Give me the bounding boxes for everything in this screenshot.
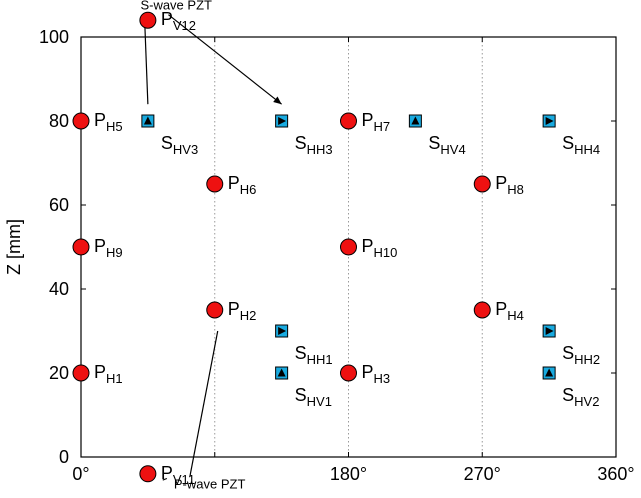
x-tick-label: 270° xyxy=(464,464,501,484)
annotation-line xyxy=(189,330,219,477)
annotation-line xyxy=(162,477,168,481)
y-tick-labels: 0 20 40 60 80 100 xyxy=(39,27,69,467)
y-tick-label: 0 xyxy=(59,447,69,467)
sensor-label: PH10 xyxy=(362,236,398,260)
x-tick-label: 360° xyxy=(597,464,634,484)
annotation-lines: S-wave PZT P-wave PZT xyxy=(140,0,282,492)
p-wave-sensor-marker xyxy=(139,465,157,483)
p-wave-sensor-marker xyxy=(206,175,224,193)
y-tick-label: 40 xyxy=(49,279,69,299)
triangle-up-icon xyxy=(277,368,286,377)
sensor-label: SHH2 xyxy=(562,343,600,367)
p-wave-sensor-marker xyxy=(473,175,491,193)
p-wave-sensor-marker xyxy=(473,301,491,319)
triangle-right-icon xyxy=(545,327,554,335)
p-wave-sensor-marker xyxy=(340,238,357,256)
sensor-label: PH9 xyxy=(94,236,123,260)
sensor-label: PH7 xyxy=(362,110,391,134)
x-tick-labels: 0° 180° 270° 360° xyxy=(72,464,634,484)
triangle-right-icon xyxy=(545,117,554,125)
annotation-arrowhead xyxy=(273,96,282,105)
p-wave-sensor-marker xyxy=(340,364,357,382)
p-wave-sensor-marker xyxy=(139,11,157,29)
sensor-label: SHV4 xyxy=(428,133,465,157)
sensor-label: SHV3 xyxy=(161,133,198,157)
y-axis-label: Z [mm] xyxy=(4,219,24,275)
y-tick-label: 80 xyxy=(49,111,69,131)
y-tick-label: 100 xyxy=(39,27,69,47)
sensor-label: SHV1 xyxy=(295,385,332,409)
sensor-label: SHV2 xyxy=(562,385,599,409)
x-tick-label: 0° xyxy=(72,464,89,484)
sensor-label: PV12 xyxy=(161,9,196,33)
sensor-label: PH1 xyxy=(94,362,123,386)
sensor-label: SHH1 xyxy=(295,343,333,367)
p-wave-sensor-marker xyxy=(72,238,90,256)
sensor-label: SHH3 xyxy=(295,133,333,157)
sensor-label: PH4 xyxy=(495,299,524,323)
p-wave-sensor-marker xyxy=(206,301,224,319)
annotation-line xyxy=(143,14,149,105)
p-wave-sensor-marker xyxy=(72,112,90,130)
triangle-right-icon xyxy=(278,117,287,125)
sensor-label: PH2 xyxy=(228,299,257,323)
sensor-label: SHH4 xyxy=(562,133,600,157)
triangle-up-icon xyxy=(411,116,420,125)
sensor-label: PH8 xyxy=(495,173,524,197)
triangle-up-icon xyxy=(545,368,554,377)
sensor-label: PH3 xyxy=(362,362,391,386)
sensor-label: PV11 xyxy=(161,463,195,487)
annotation-text: P-wave PZT xyxy=(174,477,246,492)
sensor-label: PH5 xyxy=(94,110,123,134)
p-wave-sensor-marker xyxy=(72,364,90,382)
p-wave-sensor-marker xyxy=(340,112,357,130)
triangle-up-icon xyxy=(143,116,152,125)
sensor-label: PH6 xyxy=(228,173,257,197)
x-tick-label: 180° xyxy=(330,464,367,484)
annotation-text: S-wave PZT xyxy=(140,0,212,13)
markers xyxy=(72,11,556,483)
point-labels: PV12 PH5 PH7 PH6 PH8 PH9 PH10 PH2 PH4 PH1 PH3 PV11 S… xyxy=(94,9,600,487)
y-tick-label: 60 xyxy=(49,195,69,215)
triangle-right-icon xyxy=(278,327,287,335)
annotation-line xyxy=(168,14,282,105)
y-tick-label: 20 xyxy=(49,363,69,383)
